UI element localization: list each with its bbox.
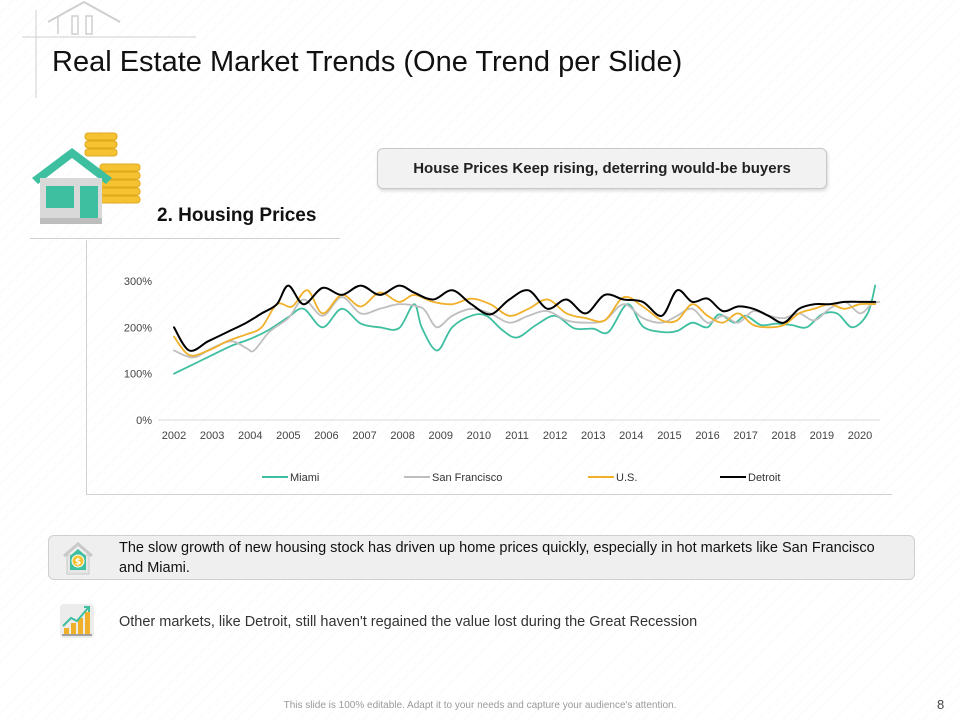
x-tick-label: 2011 xyxy=(505,430,529,442)
chart-legend: Miami San Francisco U.S. Detroit xyxy=(262,472,780,484)
x-tick-label: 2014 xyxy=(619,430,643,442)
x-tick-label: 2004 xyxy=(238,430,262,442)
legend-label: U.S. xyxy=(616,472,637,484)
y-tick-label: 0% xyxy=(136,415,152,427)
chart-frame-bottom xyxy=(86,494,892,495)
chart-frame-left xyxy=(86,240,87,494)
section-title: 2. Housing Prices xyxy=(157,205,317,226)
legend-item-u-s: U.S. xyxy=(588,472,637,484)
x-tick-label: 2009 xyxy=(429,430,453,442)
x-tick-label: 2015 xyxy=(657,430,681,442)
page-title: Real Estate Market Trends (One Trend per… xyxy=(52,46,683,78)
series-layer xyxy=(173,284,880,375)
x-tick-label: 2018 xyxy=(772,430,796,442)
legend-label: Detroit xyxy=(748,472,780,484)
x-tick-label: 2016 xyxy=(695,430,719,442)
svg-text:$: $ xyxy=(75,558,81,568)
x-tick-label: 2005 xyxy=(276,430,300,442)
house-outline-icon xyxy=(47,0,121,35)
note-text-2: Other markets, like Detroit, still haven… xyxy=(119,614,698,630)
x-axis: 2002 2003 2004 2005 2006 2007 2008 2009 2010 2011… xyxy=(162,430,872,442)
x-tick-label: 2013 xyxy=(581,430,605,442)
x-tick-label: 2008 xyxy=(390,430,414,442)
x-tick-label: 2006 xyxy=(314,430,338,442)
house-dollar-icon: $ xyxy=(63,542,93,575)
x-tick-label: 2020 xyxy=(848,430,872,442)
y-tick-label: 100% xyxy=(124,369,152,381)
x-tick-label: 2007 xyxy=(352,430,376,442)
x-tick-label: 2012 xyxy=(543,430,567,442)
coin-stack-icon xyxy=(84,132,141,204)
section-divider xyxy=(30,238,340,239)
x-tick-label: 2002 xyxy=(162,430,186,442)
legend-item-detroit: Detroit xyxy=(720,472,780,484)
legend-item-san-francisco: San Francisco xyxy=(404,472,502,484)
series-line-miami xyxy=(173,284,877,375)
series-line-san-francisco xyxy=(173,296,880,359)
x-tick-label: 2003 xyxy=(200,430,224,442)
series-line-detroit xyxy=(173,284,877,352)
y-axis: 0% 100% 200% 300% xyxy=(124,276,152,427)
legend-item-miami: Miami xyxy=(262,472,319,484)
footer-text: This slide is 100% editable. Adapt it to… xyxy=(283,700,677,711)
y-tick-label: 300% xyxy=(124,276,152,288)
series-line-u-s xyxy=(173,289,877,357)
house-with-coins-icon xyxy=(32,132,141,224)
headline-callout: House Prices Keep rising, deterring woul… xyxy=(377,148,827,189)
page-number: 8 xyxy=(937,697,945,712)
note-text-1: The slow growth of new housing stock has… xyxy=(119,540,875,576)
corner-decoration xyxy=(22,0,196,98)
note-box xyxy=(48,535,915,580)
legend-label: San Francisco xyxy=(432,472,502,484)
x-tick-label: 2010 xyxy=(467,430,491,442)
legend-label: Miami xyxy=(290,472,319,484)
y-tick-label: 200% xyxy=(124,322,152,334)
x-tick-label: 2017 xyxy=(733,430,757,442)
x-tick-label: 2019 xyxy=(810,430,834,442)
bar-chart-growth-icon xyxy=(60,604,94,638)
